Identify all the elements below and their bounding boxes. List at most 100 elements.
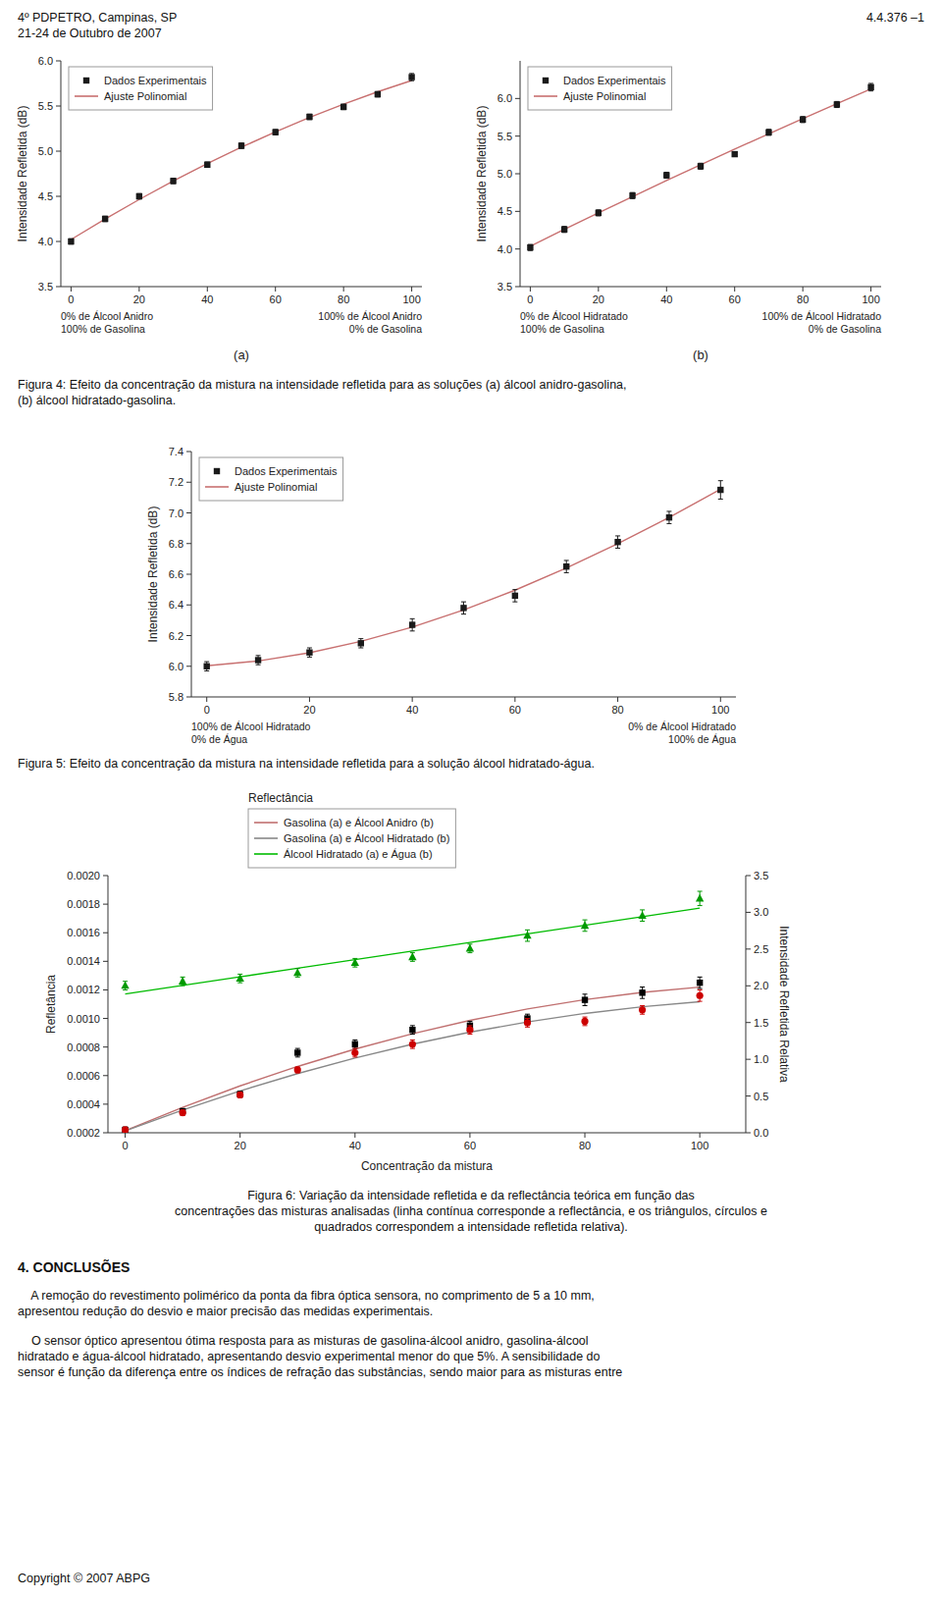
error-bar — [718, 480, 724, 500]
y2-tick-label: 0.0 — [753, 1126, 769, 1139]
error-bar — [256, 655, 262, 665]
legend: Gasolina (a) e Álcool Anidro (b)Gasolina… — [248, 808, 456, 868]
plot-area — [120, 890, 704, 1133]
y-tick — [515, 248, 521, 250]
y-tick — [186, 634, 192, 636]
data-point — [352, 1041, 359, 1047]
legend-box — [68, 66, 213, 110]
error-bar — [307, 113, 313, 120]
x-tick — [720, 696, 722, 702]
axis-end-note: 0% de Álcool Hidratado100% de Água — [628, 720, 736, 745]
error-bar — [698, 162, 704, 169]
y-tick-label: 7.0 — [168, 507, 184, 520]
data-point — [120, 980, 129, 989]
paragraph: O sensor óptico apresentou ótima respost… — [17, 1333, 623, 1379]
x-tick — [274, 286, 276, 292]
y-tick-label: 0.0004 — [66, 1098, 101, 1110]
error-bar — [834, 101, 839, 107]
data-point — [238, 142, 245, 149]
data-point — [178, 976, 187, 985]
x-axis — [520, 286, 882, 288]
data-point — [637, 910, 646, 919]
y2-tick — [745, 1021, 751, 1023]
text-line: sensor é função da diferença entre os ín… — [17, 1364, 623, 1379]
y-tick-label: 5.0 — [497, 167, 513, 180]
x-tick-label: 80 — [796, 293, 809, 306]
caption: Figura 4: Efeito da concentração da mist… — [17, 377, 628, 408]
x-tick — [343, 286, 345, 292]
legend-label: Dados Experimentais — [234, 465, 338, 477]
data-point — [255, 656, 262, 663]
legend-swatch — [533, 95, 558, 98]
y-tick-label: 0.0006 — [66, 1069, 101, 1082]
y-tick — [103, 875, 108, 877]
text-line: 0% de Gasolina — [808, 322, 882, 335]
x-axis — [107, 1132, 746, 1134]
y-tick-label: 0.0018 — [66, 897, 101, 910]
paragraph: A remoção do revestimento polimérico da … — [17, 1288, 595, 1318]
error-bar — [204, 661, 210, 671]
x-tick — [802, 286, 804, 292]
y-tick-label: 6.4 — [168, 598, 184, 611]
y-tick-label: 7.4 — [168, 445, 184, 458]
data-point — [696, 979, 703, 986]
data-point — [121, 1125, 129, 1133]
text-line: O sensor óptico apresentou ótima respost… — [17, 1333, 589, 1348]
y-tick — [103, 989, 108, 991]
x-tick-label: 40 — [201, 293, 213, 306]
y-tick — [55, 60, 61, 62]
text-line: 0% de Álcool Hidratado — [628, 720, 736, 733]
legend-item: Gasolina (a) e Álcool Hidratado (b) — [254, 832, 450, 844]
chart: 0204060801003.54.04.55.05.56.0Intensidad… — [15, 54, 422, 363]
data-point — [867, 84, 874, 91]
legend-box — [248, 808, 456, 868]
section-title: 4. CONCLUSÕES — [17, 1257, 130, 1275]
data-point — [358, 639, 365, 646]
error-bar — [272, 129, 278, 136]
plot-area — [67, 73, 416, 245]
error-bar — [666, 511, 672, 524]
error-bar — [615, 535, 621, 549]
fit-line — [529, 89, 871, 247]
data-point — [236, 1091, 244, 1099]
data-point — [340, 104, 347, 110]
y2-tick — [745, 911, 751, 913]
axis-end-note: 0% de Álcool Anidro100% de Gasolina — [60, 310, 154, 335]
x-tick-label: 80 — [611, 703, 624, 716]
legend-box — [199, 457, 344, 501]
text-line: concentrações das misturas analisadas (l… — [174, 1203, 768, 1218]
data-point — [563, 563, 570, 570]
page-text: 4º PDPETRO, Campinas, SP21-24 de Outubro… — [17, 10, 925, 1585]
legend-swatch — [205, 485, 229, 488]
data-point — [235, 973, 244, 982]
fit-line — [207, 488, 722, 666]
text-line: Figura 6: Variação da intensidade reflet… — [247, 1188, 695, 1203]
data-point — [638, 1005, 646, 1013]
x-tick-label: 60 — [269, 293, 282, 306]
y-axis-label: Refletância — [44, 974, 58, 1034]
data-point — [67, 238, 74, 245]
data-point — [765, 129, 772, 136]
y-axis — [60, 60, 62, 287]
y-tick-label: 0.0008 — [66, 1041, 101, 1053]
text-line: hidratado e água-álcool hidratado, apres… — [17, 1349, 601, 1363]
x-axis — [60, 286, 422, 288]
legend-label: Ajuste Polinomial — [104, 90, 187, 103]
error-bar — [564, 560, 570, 574]
chart-title: Reflectância — [248, 790, 314, 805]
error-bar — [307, 647, 313, 657]
x-tick-label: 20 — [303, 703, 315, 716]
error-bar — [239, 143, 245, 150]
y-tick — [186, 481, 192, 483]
error-bar — [582, 994, 588, 1006]
y-tick — [515, 286, 521, 288]
y-tick — [515, 173, 521, 175]
y-tick-label: 7.2 — [168, 475, 184, 488]
y-tick-label: 0.0010 — [66, 1012, 101, 1025]
text-line: 100% de Água — [668, 732, 736, 745]
data-point — [732, 151, 738, 157]
legend-label: Ajuste Polinomial — [563, 90, 646, 103]
error-bar — [410, 1025, 416, 1035]
data-point — [102, 215, 108, 222]
text-line: 4º PDPETRO, Campinas, SP — [17, 10, 177, 25]
